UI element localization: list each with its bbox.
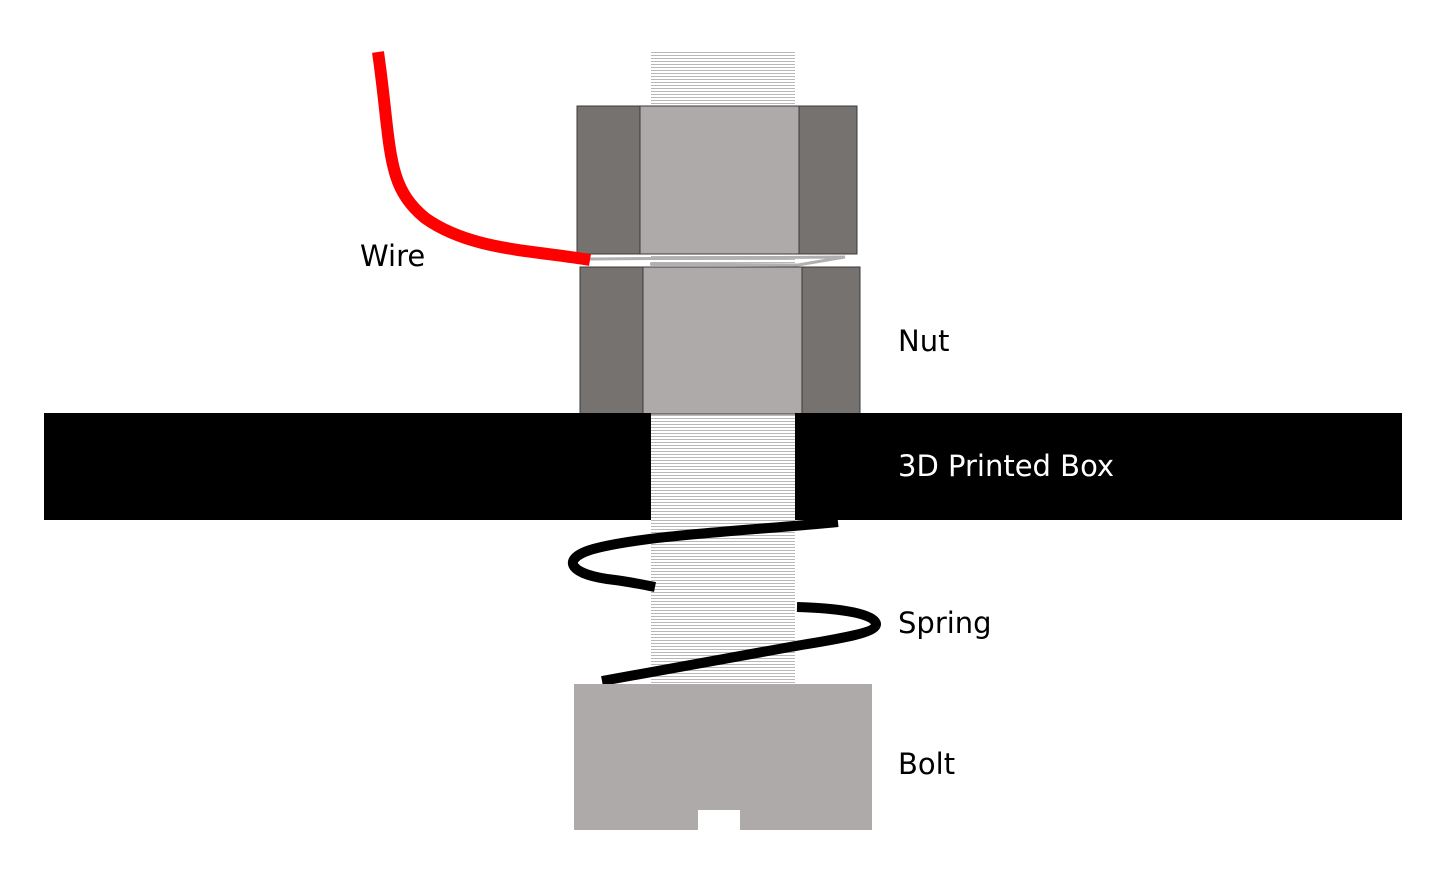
lower-nut-right-face (801, 266, 861, 415)
lower-nut-left-face (579, 266, 644, 415)
lower-nut-center-face (642, 266, 803, 415)
printed-box-right (795, 413, 1402, 520)
spring-coil-bottom (601, 602, 882, 686)
printed-box-label: 3D Printed Box (898, 449, 1114, 483)
wire-loop (589, 255, 846, 267)
wire (372, 51, 591, 266)
lower-nut (579, 266, 861, 415)
nut-label: Nut (898, 324, 949, 358)
upper-nut (576, 105, 858, 255)
printed-box-left (44, 413, 651, 520)
spring-label: Spring (898, 606, 992, 640)
spring (568, 517, 882, 686)
bolt-head (574, 684, 872, 830)
upper-nut-left-face (576, 105, 641, 255)
upper-nut-center-face (639, 105, 800, 255)
upper-nut-right-face (798, 105, 858, 255)
spring-coil-top (568, 517, 839, 592)
wire-label: Wire (360, 239, 425, 273)
bolt-label: Bolt (898, 747, 955, 781)
